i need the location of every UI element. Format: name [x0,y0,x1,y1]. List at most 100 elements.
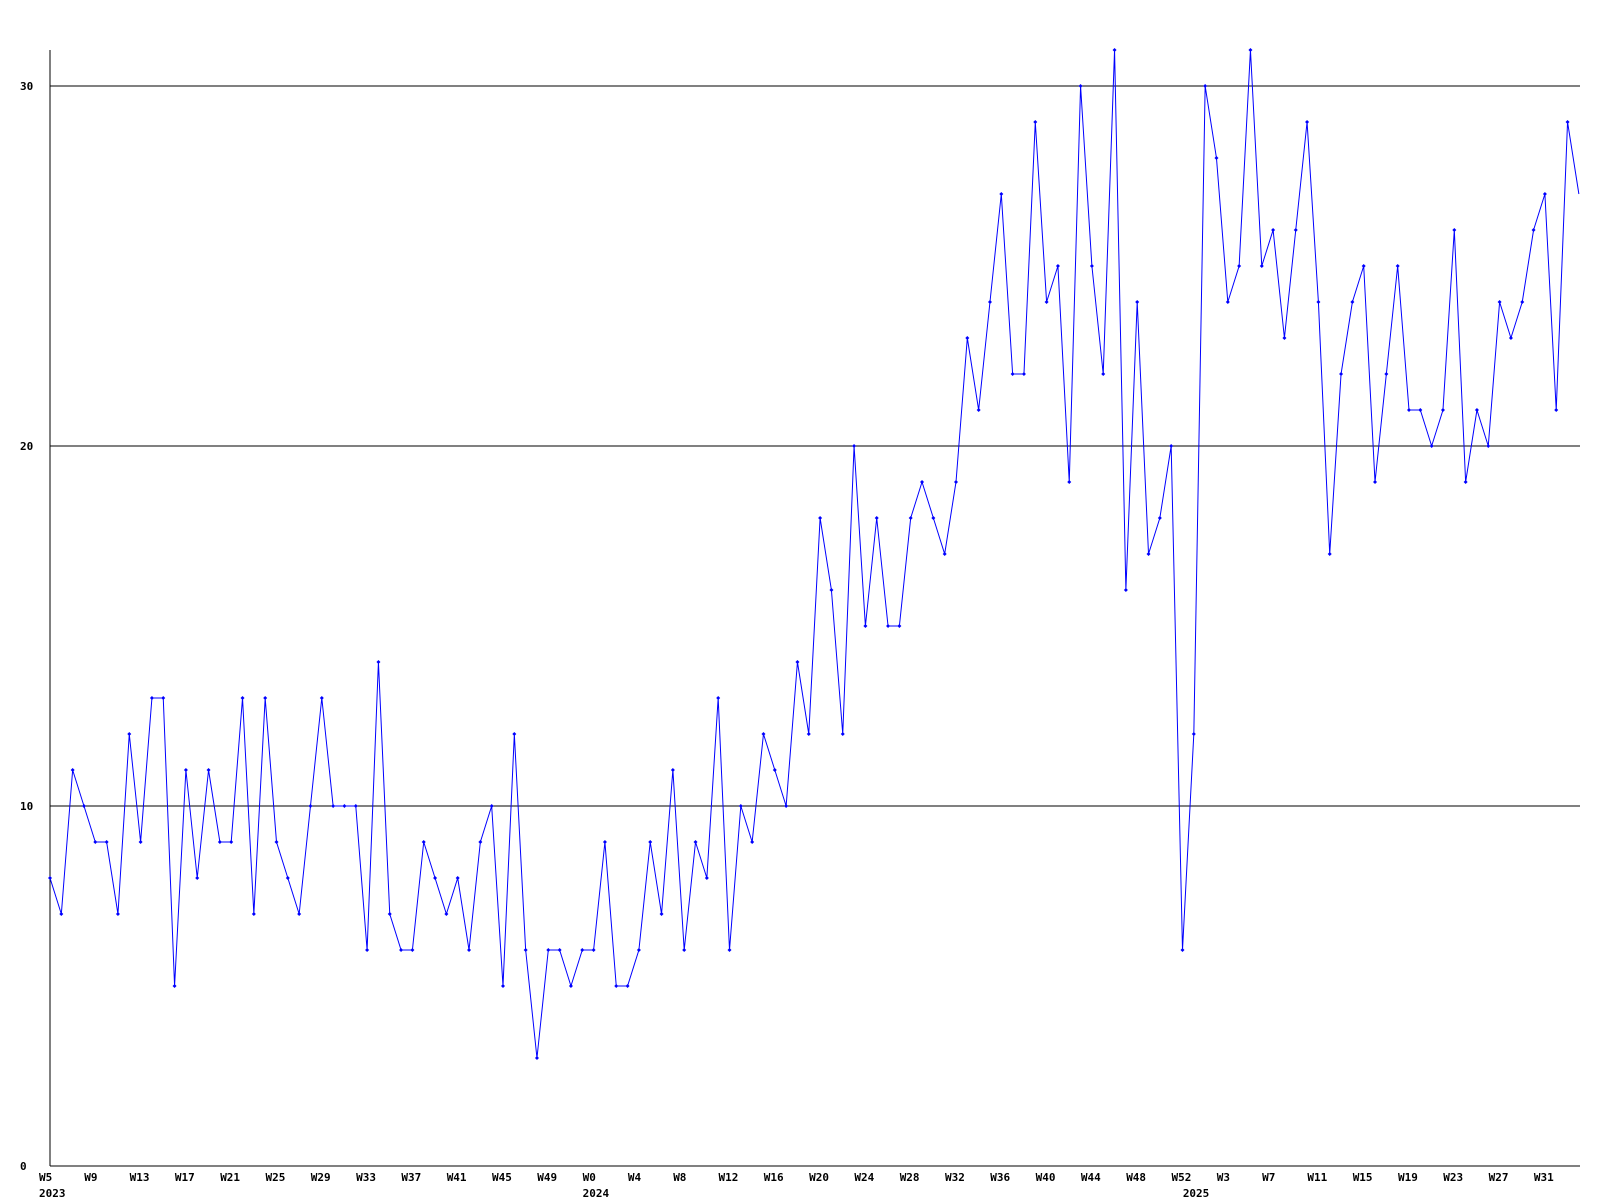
data-point [999,192,1004,196]
data-point [738,804,743,808]
data-point [1497,300,1502,304]
data-point [1123,588,1128,592]
data-point [704,876,709,880]
data-point [478,840,483,844]
year-labels: 2023 2024 2025 [39,1187,1209,1200]
data-point [1135,300,1140,304]
data-point [534,1056,539,1060]
data-point [1214,156,1219,160]
data-point [387,912,392,916]
data-point [1327,552,1332,556]
data-point [1237,264,1242,268]
data-point [183,768,188,772]
data-point [1067,480,1072,484]
data-point [920,480,925,484]
x-tick-label: W5 [39,1171,52,1184]
data-point [1339,372,1344,376]
data-point [217,840,222,844]
data-point [127,732,132,736]
data-point [172,984,177,988]
data-point [784,804,789,808]
data-point [1293,228,1298,232]
y-tick-label: 10 [20,800,33,813]
x-tick-labels: W5 W9 W13 W17 W21 W25 W29 W33 W37 W41 W45 W49 W0 W4 W8… [39,1171,1554,1184]
data-point [1112,48,1117,52]
data-point [897,624,902,628]
x-tick-label: W29 [311,1171,331,1184]
data-point [591,948,596,952]
gridlines [50,85,1580,807]
x-tick-label: W31 [1534,1171,1554,1184]
data-point [229,840,234,844]
x-tick-label: W8 [673,1171,686,1184]
data-point [1101,372,1106,376]
data-point [489,804,494,808]
data-point [908,516,913,520]
data-point [48,876,52,880]
data-point [1282,336,1287,340]
data-point [365,948,370,952]
data-point [1542,192,1547,196]
x-tick-label: W25 [266,1171,286,1184]
data-point [795,660,800,664]
data-point [444,912,449,916]
data-point [682,948,687,952]
data-point [806,732,811,736]
data-point [636,948,641,952]
data-point [59,912,64,916]
data-point [1463,480,1468,484]
data-point [1271,228,1276,232]
x-tick-label: W27 [1489,1171,1509,1184]
data-point [308,804,313,808]
data-point [1486,444,1491,448]
x-tick-label: W15 [1353,1171,1373,1184]
x-tick-label: W45 [492,1171,512,1184]
data-point [104,840,109,844]
data-point [761,732,766,736]
data-point [954,480,958,484]
data-point [772,768,777,772]
data-point [1259,264,1264,268]
data-point [1384,372,1389,376]
data-point [115,912,120,916]
x-tick-label: W44 [1081,1171,1101,1184]
data-point [399,948,404,952]
data-point [1044,300,1049,304]
x-tick-label: W4 [628,1171,642,1184]
data-point [421,840,426,844]
x-tick-label: W36 [990,1171,1010,1184]
x-tick-label: W11 [1307,1171,1327,1184]
data-point [727,948,732,952]
data-point [523,948,528,952]
data-point [1565,120,1570,124]
data-point [1361,264,1366,268]
x-tick-label: W49 [537,1171,557,1184]
data-point [376,660,381,664]
x-tick-label: W41 [447,1171,467,1184]
year-label: 2025 [1183,1187,1210,1200]
data-point [93,840,98,844]
data-point [874,516,879,520]
data-point [1520,300,1525,304]
data-point [852,444,857,448]
data-point [455,876,460,880]
data-point [614,984,619,988]
data-point [863,624,868,628]
x-tick-label: W16 [764,1171,784,1184]
y-tick-label: 30 [20,80,33,93]
data-point [433,876,438,880]
x-tick-label: W13 [130,1171,150,1184]
data-point [467,948,472,952]
data-point [512,732,517,736]
data-point [1169,444,1174,448]
data-point [1021,372,1026,376]
data-point [410,948,415,952]
data-point [1407,408,1411,412]
data-point [138,840,143,844]
data-point [1531,228,1536,232]
data-point [1316,300,1321,304]
data-point [1033,120,1038,124]
data-point [693,840,698,844]
data-point [1089,264,1094,268]
data-point [580,948,585,952]
